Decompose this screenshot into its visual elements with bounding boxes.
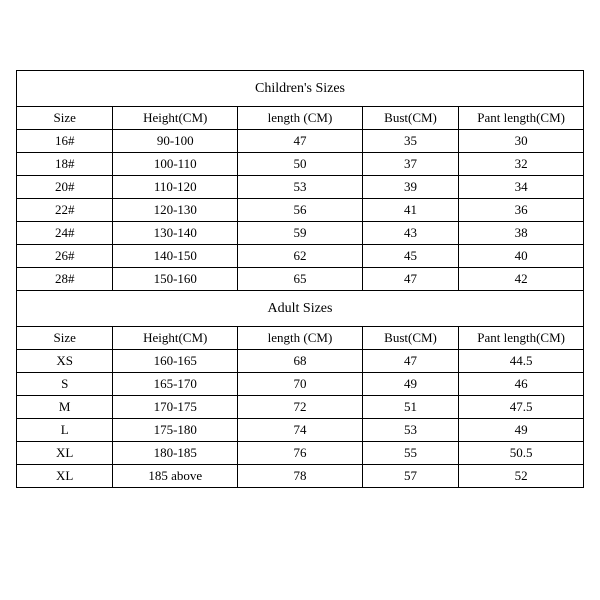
header-bust: Bust(CM) (362, 107, 458, 130)
table-row: L 175-180 74 53 49 (17, 419, 584, 442)
table-row: 26# 140-150 62 45 40 (17, 245, 584, 268)
table-row: 18# 100-110 50 37 32 (17, 153, 584, 176)
cell-pant: 34 (459, 176, 584, 199)
cell-pant: 46 (459, 373, 584, 396)
cell-length: 47 (238, 130, 363, 153)
cell-size: 16# (17, 130, 113, 153)
cell-length: 53 (238, 176, 363, 199)
cell-length: 50 (238, 153, 363, 176)
cell-size: XS (17, 350, 113, 373)
cell-pant: 52 (459, 465, 584, 488)
cell-height: 185 above (113, 465, 238, 488)
table-row: 28# 150-160 65 47 42 (17, 268, 584, 291)
table-row: XL 185 above 78 57 52 (17, 465, 584, 488)
cell-size: S (17, 373, 113, 396)
cell-bust: 53 (362, 419, 458, 442)
cell-bust: 43 (362, 222, 458, 245)
cell-length: 56 (238, 199, 363, 222)
cell-length: 76 (238, 442, 363, 465)
header-height: Height(CM) (113, 327, 238, 350)
cell-height: 150-160 (113, 268, 238, 291)
cell-bust: 39 (362, 176, 458, 199)
cell-size: 26# (17, 245, 113, 268)
cell-height: 90-100 (113, 130, 238, 153)
cell-length: 62 (238, 245, 363, 268)
cell-length: 74 (238, 419, 363, 442)
cell-pant: 42 (459, 268, 584, 291)
cell-bust: 55 (362, 442, 458, 465)
cell-bust: 47 (362, 350, 458, 373)
cell-pant: 30 (459, 130, 584, 153)
header-length: length (CM) (238, 107, 363, 130)
cell-size: L (17, 419, 113, 442)
cell-size: 24# (17, 222, 113, 245)
cell-pant: 32 (459, 153, 584, 176)
cell-height: 170-175 (113, 396, 238, 419)
cell-size: M (17, 396, 113, 419)
cell-height: 120-130 (113, 199, 238, 222)
table-row: S 165-170 70 49 46 (17, 373, 584, 396)
cell-size: 20# (17, 176, 113, 199)
cell-height: 110-120 (113, 176, 238, 199)
header-pant: Pant length(CM) (459, 327, 584, 350)
cell-size: 22# (17, 199, 113, 222)
cell-bust: 37 (362, 153, 458, 176)
header-size: Size (17, 107, 113, 130)
cell-pant: 47.5 (459, 396, 584, 419)
header-size: Size (17, 327, 113, 350)
cell-size: 18# (17, 153, 113, 176)
header-row: Size Height(CM) length (CM) Bust(CM) Pan… (17, 327, 584, 350)
cell-pant: 49 (459, 419, 584, 442)
cell-pant: 36 (459, 199, 584, 222)
section-title-row: Children's Sizes (17, 71, 584, 107)
section-title: Children's Sizes (17, 71, 584, 107)
header-bust: Bust(CM) (362, 327, 458, 350)
cell-size: XL (17, 465, 113, 488)
cell-length: 78 (238, 465, 363, 488)
cell-height: 100-110 (113, 153, 238, 176)
table-row: M 170-175 72 51 47.5 (17, 396, 584, 419)
cell-pant: 44.5 (459, 350, 584, 373)
section-title: Adult Sizes (17, 291, 584, 327)
cell-bust: 51 (362, 396, 458, 419)
cell-length: 70 (238, 373, 363, 396)
cell-bust: 41 (362, 199, 458, 222)
cell-height: 140-150 (113, 245, 238, 268)
cell-size: 28# (17, 268, 113, 291)
cell-height: 180-185 (113, 442, 238, 465)
table-row: 24# 130-140 59 43 38 (17, 222, 584, 245)
cell-bust: 57 (362, 465, 458, 488)
cell-length: 72 (238, 396, 363, 419)
section-title-row: Adult Sizes (17, 291, 584, 327)
table-row: 20# 110-120 53 39 34 (17, 176, 584, 199)
header-row: Size Height(CM) length (CM) Bust(CM) Pan… (17, 107, 584, 130)
cell-length: 59 (238, 222, 363, 245)
cell-length: 65 (238, 268, 363, 291)
cell-length: 68 (238, 350, 363, 373)
cell-pant: 38 (459, 222, 584, 245)
cell-bust: 45 (362, 245, 458, 268)
table-body: Children's Sizes Size Height(CM) length … (17, 71, 584, 488)
cell-bust: 49 (362, 373, 458, 396)
size-chart-table: Children's Sizes Size Height(CM) length … (16, 70, 584, 488)
cell-height: 160-165 (113, 350, 238, 373)
header-height: Height(CM) (113, 107, 238, 130)
header-length: length (CM) (238, 327, 363, 350)
table-row: XS 160-165 68 47 44.5 (17, 350, 584, 373)
header-pant: Pant length(CM) (459, 107, 584, 130)
cell-height: 175-180 (113, 419, 238, 442)
cell-bust: 47 (362, 268, 458, 291)
cell-pant: 40 (459, 245, 584, 268)
table-row: 16# 90-100 47 35 30 (17, 130, 584, 153)
table-row: XL 180-185 76 55 50.5 (17, 442, 584, 465)
cell-height: 130-140 (113, 222, 238, 245)
cell-pant: 50.5 (459, 442, 584, 465)
cell-height: 165-170 (113, 373, 238, 396)
table-row: 22# 120-130 56 41 36 (17, 199, 584, 222)
cell-bust: 35 (362, 130, 458, 153)
cell-size: XL (17, 442, 113, 465)
